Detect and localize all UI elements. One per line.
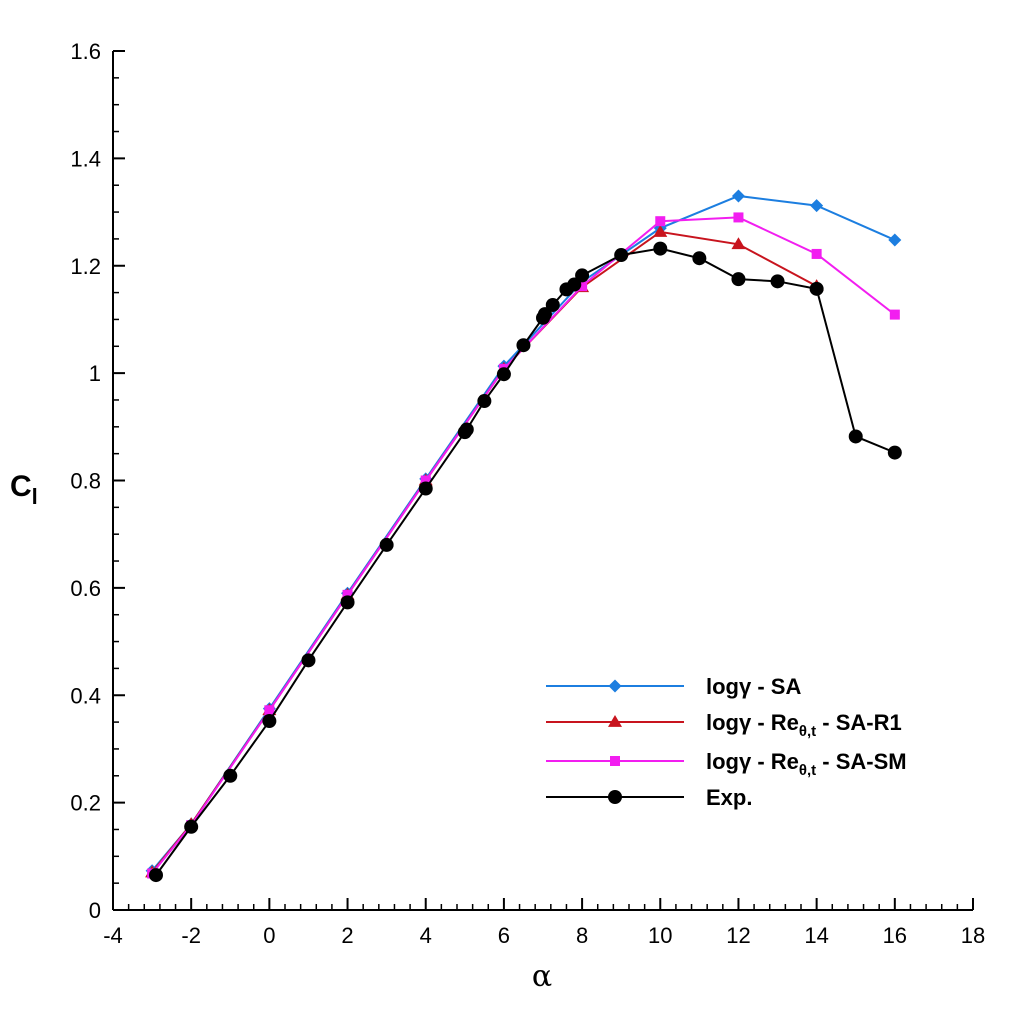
y-tick-label: 0.6 [70, 576, 101, 601]
y-tick-label: 0.4 [70, 683, 101, 708]
data-point [811, 248, 822, 259]
data-point [731, 272, 746, 287]
y-axis-title-subscript: l [32, 484, 38, 509]
data-point [887, 445, 902, 460]
legend-label-tail: - SA-SM [816, 749, 906, 774]
legend-marker [608, 679, 622, 693]
data-point [653, 224, 668, 237]
data-point [459, 422, 474, 437]
legend-label-main: Exp. [706, 785, 752, 810]
data-point [340, 595, 355, 610]
data-point [614, 248, 629, 263]
data-point [301, 653, 316, 668]
x-tick-label: 14 [804, 923, 828, 948]
data-point [379, 537, 394, 552]
data-point [770, 274, 785, 289]
data-point [731, 237, 746, 250]
legend-item: Exp. [546, 785, 752, 810]
y-tick-label: 0.8 [70, 469, 101, 494]
legend-label: logγ - Reθ,t - SA-R1 [706, 710, 902, 740]
y-tick-label: 1.2 [70, 254, 101, 279]
y-axis-title-main: C [10, 470, 32, 503]
data-point [575, 268, 590, 283]
axes: -4 -2 0 2 4 6 8 10 12 14 16 18 0 0.2 0.4 0.6 0.8 1 1.2 1.4 1… [70, 39, 985, 948]
y-tick-label: 1.6 [70, 39, 101, 64]
legend-label-main: logγ - SA [706, 674, 801, 699]
data-point [567, 277, 582, 292]
legend-label: Exp. [706, 785, 752, 810]
x-tick-label: 18 [961, 923, 985, 948]
x-tick-label: 6 [498, 923, 510, 948]
series-group [145, 189, 902, 883]
x-tick-label: -4 [103, 923, 123, 948]
data-point [149, 868, 163, 883]
legend-item: logγ - SA [546, 674, 801, 699]
y-tick-label: 1 [89, 361, 101, 386]
data-point [653, 241, 668, 256]
data-point [477, 394, 492, 409]
legend-marker [608, 790, 622, 804]
data-point [888, 233, 902, 247]
y-axis-title: Cl [10, 470, 38, 509]
legend-marker [608, 715, 622, 727]
x-tick-label: -2 [181, 923, 201, 948]
data-point [889, 309, 900, 320]
data-point [264, 705, 275, 716]
legend-label-tail: - SA-R1 [816, 710, 902, 735]
data-point [342, 589, 353, 600]
legend-label-subscript: θ,t [799, 723, 816, 740]
data-point [496, 367, 511, 382]
data-point [262, 714, 277, 729]
x-tick-label: 16 [883, 923, 907, 948]
data-point [809, 281, 824, 296]
data-point [733, 212, 744, 223]
x-tick-label: 12 [726, 923, 750, 948]
data-point [810, 199, 824, 213]
data-point [537, 307, 552, 322]
legend-label-main: logγ - Re [706, 710, 799, 735]
data-point [516, 338, 531, 353]
x-tick-label: 4 [420, 923, 432, 948]
x-tick-label: 10 [648, 923, 672, 948]
legend-label-subscript: θ,t [799, 762, 816, 779]
legend-item: logγ - Reθ,t - SA-R1 [546, 710, 902, 740]
x-axis-title: α [532, 959, 552, 994]
y-tick-label: 1.4 [70, 146, 101, 171]
y-tick-label: 0 [89, 898, 101, 923]
y-tick-label: 0.2 [70, 791, 101, 816]
data-point [848, 429, 863, 444]
x-tick-label: 8 [576, 923, 588, 948]
data-point [577, 281, 588, 292]
x-tick-label: 0 [263, 923, 275, 948]
legend-marker [610, 756, 620, 766]
data-point [731, 189, 745, 203]
data-point [418, 481, 433, 496]
legend-label-main: logγ - Re [706, 749, 799, 774]
legend-item: logγ - Reθ,t - SA-SM [546, 749, 907, 779]
legend-label: logγ - Reθ,t - SA-SM [706, 749, 907, 779]
legend-label: logγ - SA [706, 674, 801, 699]
data-point [420, 475, 431, 486]
data-point [223, 768, 238, 783]
data-point [184, 819, 199, 834]
x-tick-label: 2 [341, 923, 353, 948]
data-point [545, 297, 560, 312]
series-3 [149, 241, 902, 883]
data-point [692, 251, 707, 266]
data-point [655, 216, 666, 227]
